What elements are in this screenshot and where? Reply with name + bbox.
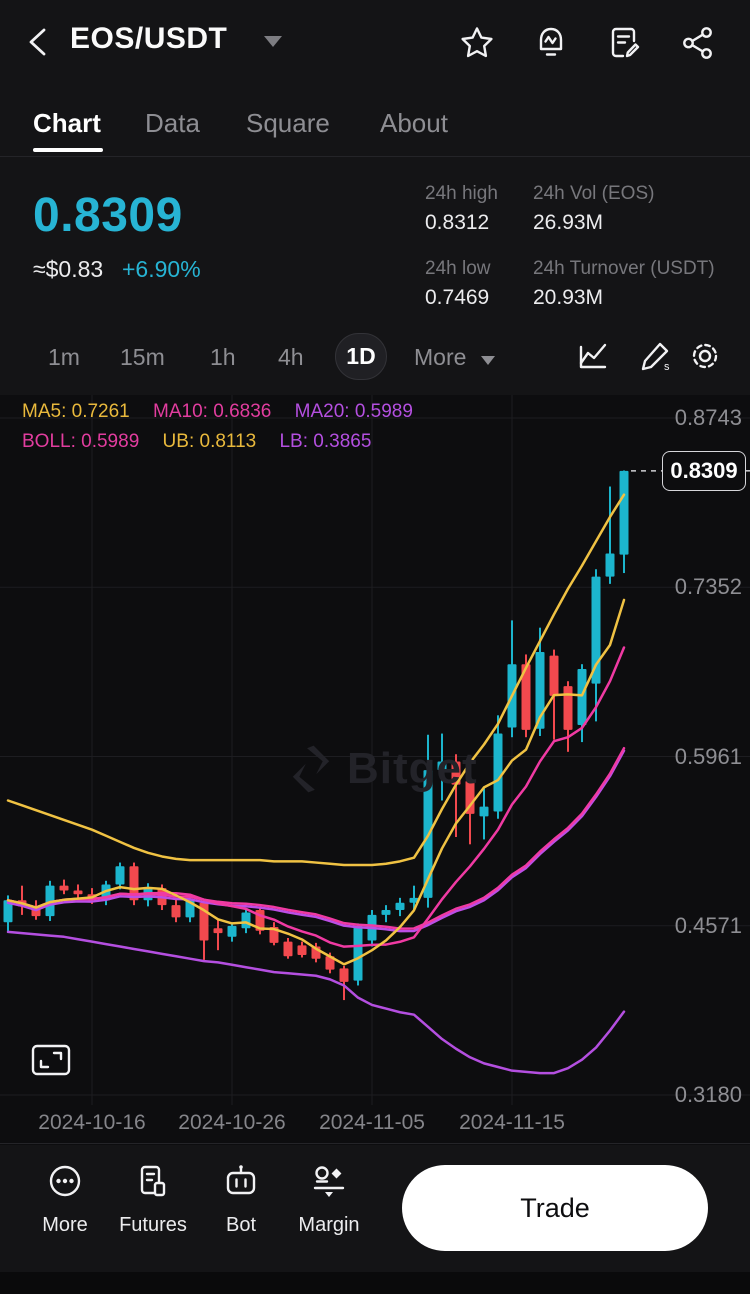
bottom-action-bar: More Futures Bot: [0, 1149, 750, 1294]
margin-scale-icon: [313, 1166, 345, 1197]
x-axis-tick: 2024-10-16: [38, 1111, 146, 1134]
stat-24h-vol-label: 24h Vol (EOS): [533, 183, 655, 204]
x-axis-tick: 2024-11-15: [459, 1111, 565, 1134]
stat-24h-low-value: 0.7469: [425, 286, 490, 309]
notes-memo-icon[interactable]: [605, 24, 643, 62]
home-indicator-area: [0, 1272, 750, 1294]
ma-indicator-readout: MA5: 0.7261 MA10: 0.6836 MA20: 0.5989: [22, 401, 431, 423]
bitget-logo-icon: [292, 745, 330, 793]
stat-24h-high-label: 24h high: [425, 183, 498, 204]
last-price-tag: 0.8309: [662, 450, 746, 491]
stat-24h-high-value: 0.8312: [425, 211, 490, 234]
tab-bar: Chart Data Square About: [0, 100, 750, 158]
timeframe-4h[interactable]: 4h: [278, 344, 304, 370]
bitget-watermark: Bitget: [285, 743, 478, 795]
pair-title[interactable]: EOS/USDT: [70, 22, 228, 55]
header: EOS/USDT: [0, 0, 750, 90]
fiat-price: ≈$0.83: [33, 256, 104, 282]
ma10-value: MA10: 0.6836: [153, 401, 272, 422]
active-tab-underline: [33, 148, 103, 152]
timeframe-1m[interactable]: 1m: [48, 344, 80, 370]
watermark-text: Bitget: [347, 744, 478, 793]
trade-button[interactable]: Trade: [402, 1165, 708, 1251]
timeframe-1d-active[interactable]: 1D: [335, 333, 387, 380]
chart-type-icon[interactable]: [576, 339, 610, 373]
more-caret-icon: [481, 356, 495, 365]
y-axis-tick: 0.3180: [674, 1082, 742, 1107]
boll-indicator-readout: BOLL: 0.5989 UB: 0.8113 LB: 0.3865: [22, 431, 389, 453]
ma20-value: MA20: 0.5989: [294, 401, 413, 422]
drawing-tools-icon[interactable]: s: [638, 339, 672, 373]
fullscreen-button[interactable]: [30, 1043, 72, 1077]
chart-settings-gear-icon[interactable]: [688, 339, 722, 373]
boll-lb-value: LB: 0.3865: [279, 431, 372, 452]
y-axis-tick: 0.4571: [674, 912, 742, 938]
price-alert-bell-icon[interactable]: [532, 24, 570, 62]
last-price: 0.8309: [33, 189, 183, 242]
bot-robot-icon: [226, 1165, 256, 1195]
stat-24h-vol-value: 26.93M: [533, 211, 604, 234]
nav-item-bot[interactable]: Bot: [196, 1163, 286, 1237]
divider: [0, 1143, 750, 1144]
x-axis-tick: 2024-11-05: [319, 1111, 425, 1134]
stat-24h-turnover-value: 20.93M: [533, 286, 604, 309]
stat-24h-low-label: 24h low: [425, 258, 491, 279]
back-button[interactable]: [20, 24, 56, 60]
tab-square[interactable]: Square: [246, 108, 330, 138]
divider: [0, 156, 750, 157]
futures-contract-icon: [140, 1165, 166, 1197]
timeframe-15m[interactable]: 15m: [120, 344, 165, 370]
ma5-value: MA5: 0.7261: [22, 401, 130, 422]
candlestick-plot[interactable]: [0, 395, 750, 1145]
tab-chart[interactable]: Chart: [33, 108, 101, 138]
timeframe-more[interactable]: More: [414, 344, 467, 370]
boll-value: BOLL: 0.5989: [22, 431, 140, 452]
tab-data[interactable]: Data: [145, 108, 200, 138]
y-axis-tick: 0.8743: [674, 405, 742, 430]
pair-dropdown-caret-icon[interactable]: [264, 36, 282, 47]
stat-24h-turnover-label: 24h Turnover (USDT): [533, 258, 715, 279]
more-circle-icon: [49, 1165, 81, 1197]
y-axis-tick: 0.5961: [674, 743, 742, 769]
timeframe-1h[interactable]: 1h: [210, 344, 236, 370]
price-change-percent: +6.90%: [122, 256, 201, 282]
x-axis-tick: 2024-10-26: [178, 1111, 286, 1134]
nav-item-margin[interactable]: Margin: [284, 1163, 374, 1237]
tab-about[interactable]: About: [380, 108, 448, 138]
favorite-star-icon[interactable]: [458, 24, 496, 62]
y-axis-tick: 0.7352: [674, 574, 742, 600]
nav-item-futures[interactable]: Futures: [108, 1163, 198, 1237]
share-icon[interactable]: [679, 24, 717, 62]
boll-ub-value: UB: 0.8113: [162, 431, 257, 452]
nav-item-more[interactable]: More: [20, 1163, 110, 1237]
candlestick-chart-panel[interactable]: MA5: 0.7261 MA10: 0.6836 MA20: 0.5989 BO…: [0, 395, 750, 1145]
svg-text:s: s: [664, 361, 670, 373]
